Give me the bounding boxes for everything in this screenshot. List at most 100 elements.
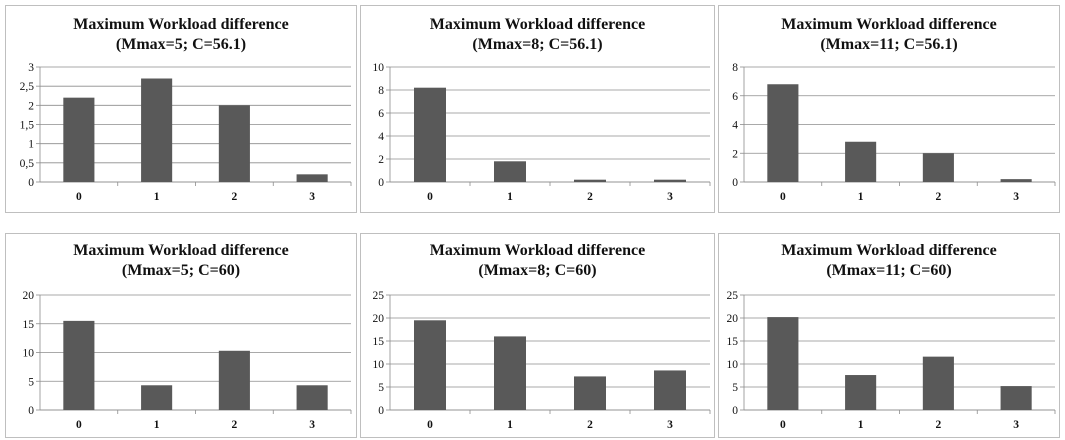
y-tick-label: 5 (732, 382, 738, 394)
x-tick-label: 0 (780, 191, 786, 203)
bar (1000, 386, 1032, 410)
chart-subtitle-line: (Mmax=11; C=60) (826, 262, 952, 279)
chart-svg: 0 2 4 6 8 10 0 1 2 3 (373, 62, 711, 203)
chart-panel-3: Maximum Workload difference (Mmax=11; C=… (718, 5, 1060, 213)
chart-title-line: Maximum Workload difference (73, 16, 289, 33)
chart-subtitle-line: (Mmax=8; C=56.1) (472, 36, 603, 53)
bar (63, 320, 95, 410)
chart-title: Maximum Workload difference (Mmax=5; C=6… (6, 241, 356, 281)
y-tick-label: 25 (373, 290, 385, 302)
y-tick-label: 20 (23, 290, 35, 302)
x-tick-label: 3 (309, 191, 315, 203)
bar (574, 179, 606, 182)
y-tick-label: 6 (378, 108, 384, 120)
bar (654, 179, 686, 182)
bar (296, 385, 328, 410)
x-tick-label: 1 (507, 191, 513, 203)
y-tick-label: 3 (28, 62, 34, 74)
x-tick-label: 2 (232, 191, 238, 203)
bar (141, 78, 173, 182)
y-tick-label: 5 (28, 376, 34, 388)
y-tick-label: 4 (732, 120, 738, 132)
chart-panel-1: Maximum Workload difference (Mmax=5; C=5… (5, 5, 357, 213)
y-tick-label: 20 (727, 313, 739, 325)
chart-title: Maximum Workload difference (Mmax=8; C=6… (361, 241, 714, 281)
bar (218, 350, 250, 410)
y-tick-label: 0 (378, 177, 384, 189)
bar (1000, 179, 1032, 182)
y-tick-label: 0 (28, 405, 34, 417)
bar (494, 161, 526, 182)
chart-title-line: Maximum Workload difference (429, 16, 646, 33)
x-tick-label: 1 (507, 419, 513, 431)
bar (141, 385, 173, 410)
y-tick-label: 0,5 (20, 158, 35, 170)
chart-title-line: Maximum Workload difference (781, 16, 997, 33)
x-tick-label: 1 (858, 419, 864, 431)
bar (63, 97, 95, 182)
y-tick-label: 10 (373, 62, 385, 74)
chart-subtitle-line: (Mmax=5; C=60) (121, 262, 241, 279)
chart-title-line: Maximum Workload difference (73, 242, 289, 259)
chart-title-line: Maximum Workload difference (429, 242, 646, 259)
y-tick-label: 10 (373, 359, 385, 371)
y-tick-label: 1,5 (20, 120, 35, 132)
x-tick-label: 1 (858, 191, 864, 203)
y-tick-label: 1 (28, 139, 34, 151)
x-tick-label: 0 (427, 191, 433, 203)
x-tick-label: 3 (1013, 419, 1019, 431)
x-tick-label: 1 (154, 191, 160, 203)
x-tick-label: 2 (587, 191, 593, 203)
y-tick-label: 15 (23, 319, 35, 331)
bar (767, 317, 799, 410)
bar (654, 370, 686, 410)
chart-panel-5: Maximum Workload difference (Mmax=8; C=6… (360, 233, 715, 438)
chart-title-line: Maximum Workload difference (781, 242, 997, 259)
y-tick-label: 15 (373, 336, 385, 348)
chart-svg: 0 5 10 15 20 25 0 1 2 3 (373, 290, 711, 431)
chart-svg: 0 0,5 1 1,5 2 2,5 3 0 1 2 3 (20, 62, 352, 203)
bar (922, 153, 954, 182)
x-tick-label: 0 (780, 419, 786, 431)
x-tick-label: 3 (309, 419, 315, 431)
x-tick-label: 2 (936, 419, 942, 431)
chart-subtitle-line: (Mmax=8; C=60) (478, 262, 597, 279)
y-tick-label: 0 (378, 405, 384, 417)
bar (767, 84, 799, 182)
bar (218, 105, 250, 182)
y-tick-label: 10 (23, 348, 35, 360)
x-tick-label: 2 (587, 419, 593, 431)
chart-subtitle-line: (Mmax=11; C=56.1) (820, 36, 958, 53)
y-tick-label: 0 (732, 177, 738, 189)
y-tick-label: 2 (28, 100, 34, 112)
x-tick-label: 0 (76, 419, 82, 431)
y-tick-label: 8 (378, 85, 384, 97)
y-tick-label: 15 (727, 336, 739, 348)
y-tick-label: 0 (732, 405, 738, 417)
bar (922, 356, 954, 410)
chart-title: Maximum Workload difference (Mmax=8; C=5… (361, 15, 714, 55)
y-tick-label: 6 (732, 91, 738, 103)
x-tick-label: 3 (667, 191, 673, 203)
x-tick-label: 0 (76, 191, 82, 203)
chart-title: Maximum Workload difference (Mmax=11; C=… (719, 15, 1059, 55)
chart-title: Maximum Workload difference (Mmax=5; C=5… (6, 15, 356, 55)
y-tick-label: 20 (373, 313, 385, 325)
x-tick-label: 0 (427, 419, 433, 431)
bar (574, 376, 606, 410)
y-tick-label: 2 (732, 148, 738, 160)
bar (845, 141, 877, 182)
chart-panel-4: Maximum Workload difference (Mmax=5; C=6… (5, 233, 357, 438)
x-tick-label: 3 (1013, 191, 1019, 203)
chart-svg: 0 5 10 15 20 0 1 2 3 (23, 290, 352, 431)
chart-title: Maximum Workload difference (Mmax=11; C=… (719, 241, 1059, 281)
bar (414, 320, 446, 410)
y-tick-label: 4 (378, 131, 384, 143)
y-tick-label: 25 (727, 290, 739, 302)
chart-svg: 0 2 4 6 8 0 1 2 3 (732, 62, 1056, 203)
x-tick-label: 2 (232, 419, 238, 431)
y-tick-label: 2,5 (20, 81, 35, 93)
bar (414, 87, 446, 182)
chart-subtitle-line: (Mmax=5; C=56.1) (115, 36, 247, 53)
y-tick-label: 10 (727, 359, 739, 371)
